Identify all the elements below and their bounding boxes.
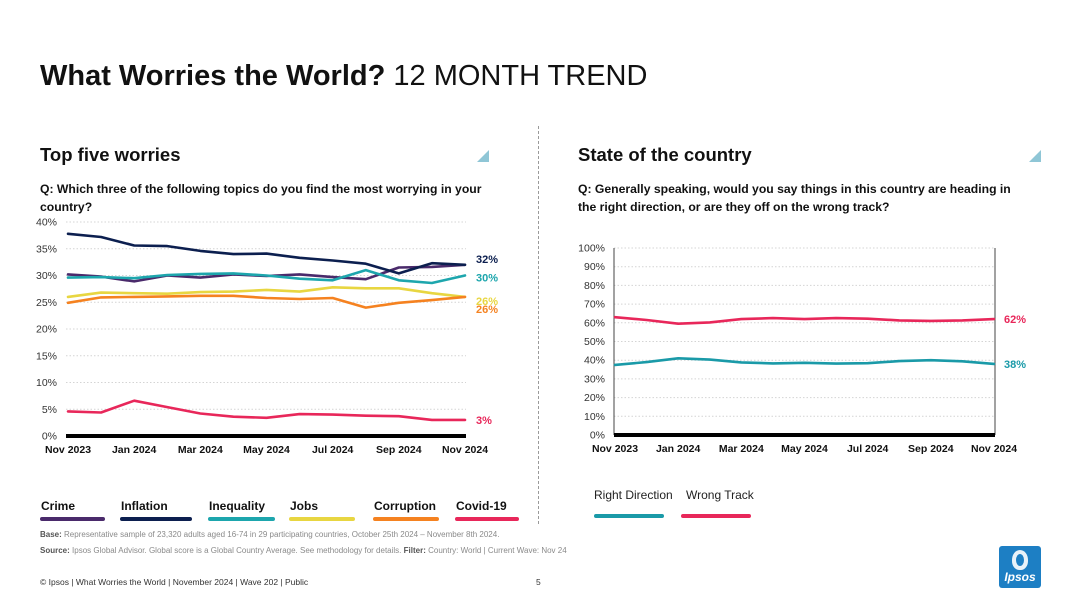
y-tick-label: 20% <box>36 324 57 336</box>
end-label-right-direction: 38% <box>1004 359 1026 371</box>
ipsos-logo-mark <box>1012 550 1028 570</box>
series-line-inflation <box>66 232 467 275</box>
footer-text: © Ipsos | What Worries the World | Novem… <box>40 577 309 587</box>
x-tick-label: Nov 2024 <box>971 443 1017 455</box>
left-corner-icon <box>477 150 489 162</box>
y-tick-label: 80% <box>584 280 605 292</box>
x-tick-label: Jan 2024 <box>656 443 701 455</box>
worries-chart: 0% 5% 10% 15% 20% 25% 30% 35% 40% Nov 2023 Jan 202… <box>36 217 498 457</box>
y-tick-label: 60% <box>584 317 605 329</box>
right-question: Q: Generally speaking, would you say thi… <box>578 182 1011 214</box>
legend-swatch-crime <box>40 517 105 521</box>
y-tick-label: 10% <box>584 411 605 423</box>
source-text: Ipsos Global Advisor. Global score is a … <box>72 546 402 555</box>
y-tick-label: 30% <box>36 270 57 282</box>
y-tick-label: 40% <box>584 355 605 367</box>
series-line-covid-19 <box>66 399 467 422</box>
y-tick-label: 40% <box>36 217 57 229</box>
country-direction-chart: 0% 10% 20% 30% 40% 50% 60% 70% 80% 90% 100% Nov 202… <box>578 243 1026 456</box>
series-line-corruption <box>66 294 467 309</box>
y-tick-label: 30% <box>584 373 605 385</box>
legend-label-right-direction: Right Direction <box>594 488 673 502</box>
y-tick-label: 5% <box>42 404 57 416</box>
base-text: Representative sample of 23,320 adults a… <box>64 530 500 539</box>
legend-label-inequality: Inequality <box>209 499 266 513</box>
series-line-wrong-track <box>613 315 996 325</box>
end-label-covid-19: 3% <box>476 415 492 427</box>
legend-swatch-covid <box>455 517 519 521</box>
x-tick-label: Jul 2024 <box>847 443 889 455</box>
ipsos-logo: Ipsos <box>999 546 1041 588</box>
y-tick-label: 25% <box>36 297 57 309</box>
legend-swatch-jobs <box>289 517 355 521</box>
source-label: Source: <box>40 546 70 555</box>
right-panel-title: State of the country <box>578 144 752 165</box>
series-line-right-direction <box>613 357 996 367</box>
legend-label-covid: Covid-19 <box>456 499 507 513</box>
x-tick-label: Jul 2024 <box>312 444 354 456</box>
end-label-corruption: 26% <box>476 304 498 316</box>
ipsos-logo-word: Ipsos <box>1004 570 1036 584</box>
page-title: What Worries the World? 12 MONTH TREND <box>40 60 647 93</box>
left-panel-title: Top five worries <box>40 144 181 165</box>
y-tick-label: 35% <box>36 243 57 255</box>
legend-label-corruption: Corruption <box>374 499 436 513</box>
y-tick-label: 70% <box>584 299 605 311</box>
end-label-jobs: 26% <box>476 296 498 308</box>
end-label-inequality: 30% <box>476 273 498 285</box>
x-tick-label: Nov 2024 <box>442 444 488 456</box>
legend-swatch-wrong-track <box>681 514 751 518</box>
legend-label-crime: Crime <box>41 499 76 513</box>
panel-divider <box>538 126 539 524</box>
base-note: Base: Representative sample of 23,320 ad… <box>40 530 499 539</box>
x-tick-label: May 2024 <box>243 444 290 456</box>
y-tick-label: 90% <box>584 261 605 273</box>
legend-swatch-inequality <box>208 517 275 521</box>
y-tick-label: 15% <box>36 350 57 362</box>
x-tick-label: Sep 2024 <box>908 443 954 455</box>
filter-text: Country: World | Current Wave: Nov 24 <box>428 546 567 555</box>
y-tick-label: 100% <box>578 243 605 255</box>
legend-swatch-right-direction <box>594 514 664 518</box>
series-line-inequality <box>66 268 467 285</box>
filter-label: Filter: <box>403 546 426 555</box>
y-tick-label: 50% <box>584 336 605 348</box>
legend-swatch-corruption <box>373 517 439 521</box>
x-tick-label: May 2024 <box>781 443 828 455</box>
series-line-jobs <box>66 286 467 299</box>
end-label-inflation: 32% <box>476 254 498 266</box>
base-label: Base: <box>40 530 62 539</box>
x-tick-label: Mar 2024 <box>719 443 764 455</box>
legend-label-wrong-track: Wrong Track <box>686 488 754 502</box>
left-question: Q: Which three of the following topics d… <box>40 182 482 214</box>
source-note: Source: Ipsos Global Advisor. Global sco… <box>40 546 567 555</box>
end-label-wrong-track: 62% <box>1004 314 1026 326</box>
y-tick-label: 0% <box>590 430 605 442</box>
y-tick-label: 0% <box>42 431 57 443</box>
y-tick-label: 10% <box>36 377 57 389</box>
x-tick-label: Nov 2023 <box>45 444 91 456</box>
page-number: 5 <box>536 577 541 587</box>
x-tick-label: Mar 2024 <box>178 444 223 456</box>
x-tick-label: Sep 2024 <box>376 444 422 456</box>
y-tick-label: 20% <box>584 392 605 404</box>
legend-label-inflation: Inflation <box>121 499 168 513</box>
x-tick-label: Nov 2023 <box>592 443 638 455</box>
right-corner-icon <box>1029 150 1041 162</box>
page-title-sub: 12 MONTH TREND <box>393 60 648 92</box>
page-title-main: What Worries the World? <box>40 60 386 92</box>
legend-swatch-inflation <box>120 517 192 521</box>
legend-label-jobs: Jobs <box>290 499 319 513</box>
x-tick-label: Jan 2024 <box>112 444 157 456</box>
